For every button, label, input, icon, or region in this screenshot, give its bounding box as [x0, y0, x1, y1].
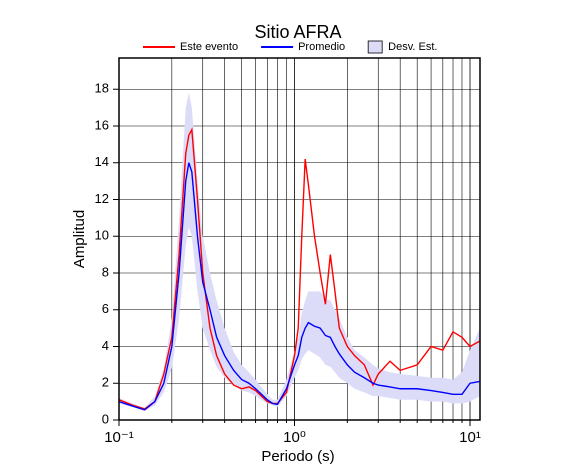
x-tick-label: 10¹ — [459, 429, 481, 446]
x-tick-label: 10⁻¹ — [104, 429, 134, 446]
y-axis-label: Amplitud — [71, 210, 88, 268]
y-tick-label: 14 — [95, 154, 109, 169]
y-tick-label: 0 — [102, 411, 109, 426]
y-tick-label: 8 — [102, 264, 109, 279]
x-axis-label: Periodo (s) — [261, 448, 334, 465]
y-tick-label: 12 — [95, 191, 109, 206]
plot-frame — [118, 57, 481, 421]
legend-label: Este evento — [180, 41, 238, 53]
legend-label: Promedio — [298, 41, 345, 53]
series-line — [118, 127, 481, 410]
y-tick-label: 10 — [95, 228, 109, 243]
y-tick-label: 2 — [102, 375, 109, 390]
legend-swatch — [367, 40, 383, 54]
legend-label: Desv. Est. — [388, 41, 437, 53]
y-tick-label: 6 — [102, 301, 109, 316]
x-tick-label: 10⁰ — [283, 429, 306, 446]
y-tick-label: 4 — [102, 338, 109, 353]
y-tick-label: 18 — [95, 81, 109, 96]
chart-title: Sitio AFRA — [254, 22, 341, 42]
series-line — [118, 162, 481, 411]
y-tick-label: 16 — [95, 117, 109, 132]
std-band — [119, 92, 480, 411]
